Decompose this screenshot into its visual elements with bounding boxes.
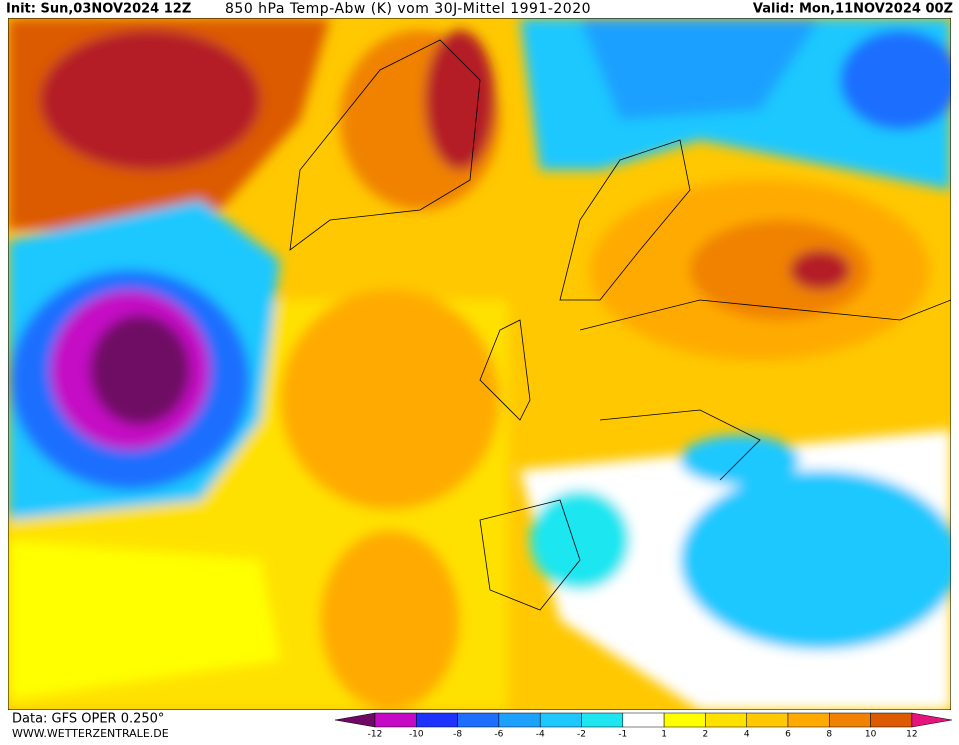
colorbar-label: 2	[703, 730, 709, 740]
colorbar-arrow	[911, 712, 952, 728]
colorbar-label: 12	[906, 730, 917, 740]
colorbar: -12 -10 -8 -6 -4 -2 -1 1 2 4 6 8 10 12	[334, 712, 952, 740]
footer-data: Data: GFS OPER 0.250°	[12, 712, 164, 727]
colorbar-segment	[498, 712, 541, 728]
colorbar-segment	[746, 712, 789, 728]
footer-site: WWW.WETTERZENTRALE.DE	[12, 727, 169, 740]
colorbar-label: 1	[661, 730, 667, 740]
colorbar-label: -12	[368, 730, 383, 740]
colorbar-segment	[374, 712, 417, 728]
colorbar-label: 10	[865, 730, 877, 740]
colorbar-segment	[539, 712, 582, 728]
colorbar-label: 6	[785, 730, 791, 740]
colorbar-arrow	[334, 712, 376, 728]
colorbar-segment	[581, 712, 624, 728]
colorbar-segment	[663, 712, 706, 728]
colorbar-segment	[787, 712, 830, 728]
colorbar-label: -10	[409, 730, 424, 740]
header-valid: Valid: Mon,11NOV2024 00Z	[753, 2, 953, 17]
colorbar-label: 8	[826, 730, 832, 740]
header-title: 850 hPa Temp-Abw (K) vom 30J-Mittel 1991…	[225, 1, 591, 17]
colorbar-label: -8	[453, 730, 462, 740]
colorbar-segment	[457, 712, 500, 728]
map	[8, 18, 951, 710]
colorbar-segment	[829, 712, 871, 728]
colorbar-label: -4	[536, 730, 545, 740]
colorbar-label: -1	[618, 730, 627, 740]
colorbar-segment	[705, 712, 747, 728]
header-init: Init: Sun,03NOV2024 12Z	[6, 2, 191, 17]
colorbar-segment	[416, 712, 458, 728]
colorbar-label: 4	[744, 730, 750, 740]
colorbar-segment	[870, 712, 913, 728]
colorbar-label: -2	[577, 730, 586, 740]
colorbar-segment	[622, 712, 665, 728]
colorbar-label: -6	[494, 730, 503, 740]
